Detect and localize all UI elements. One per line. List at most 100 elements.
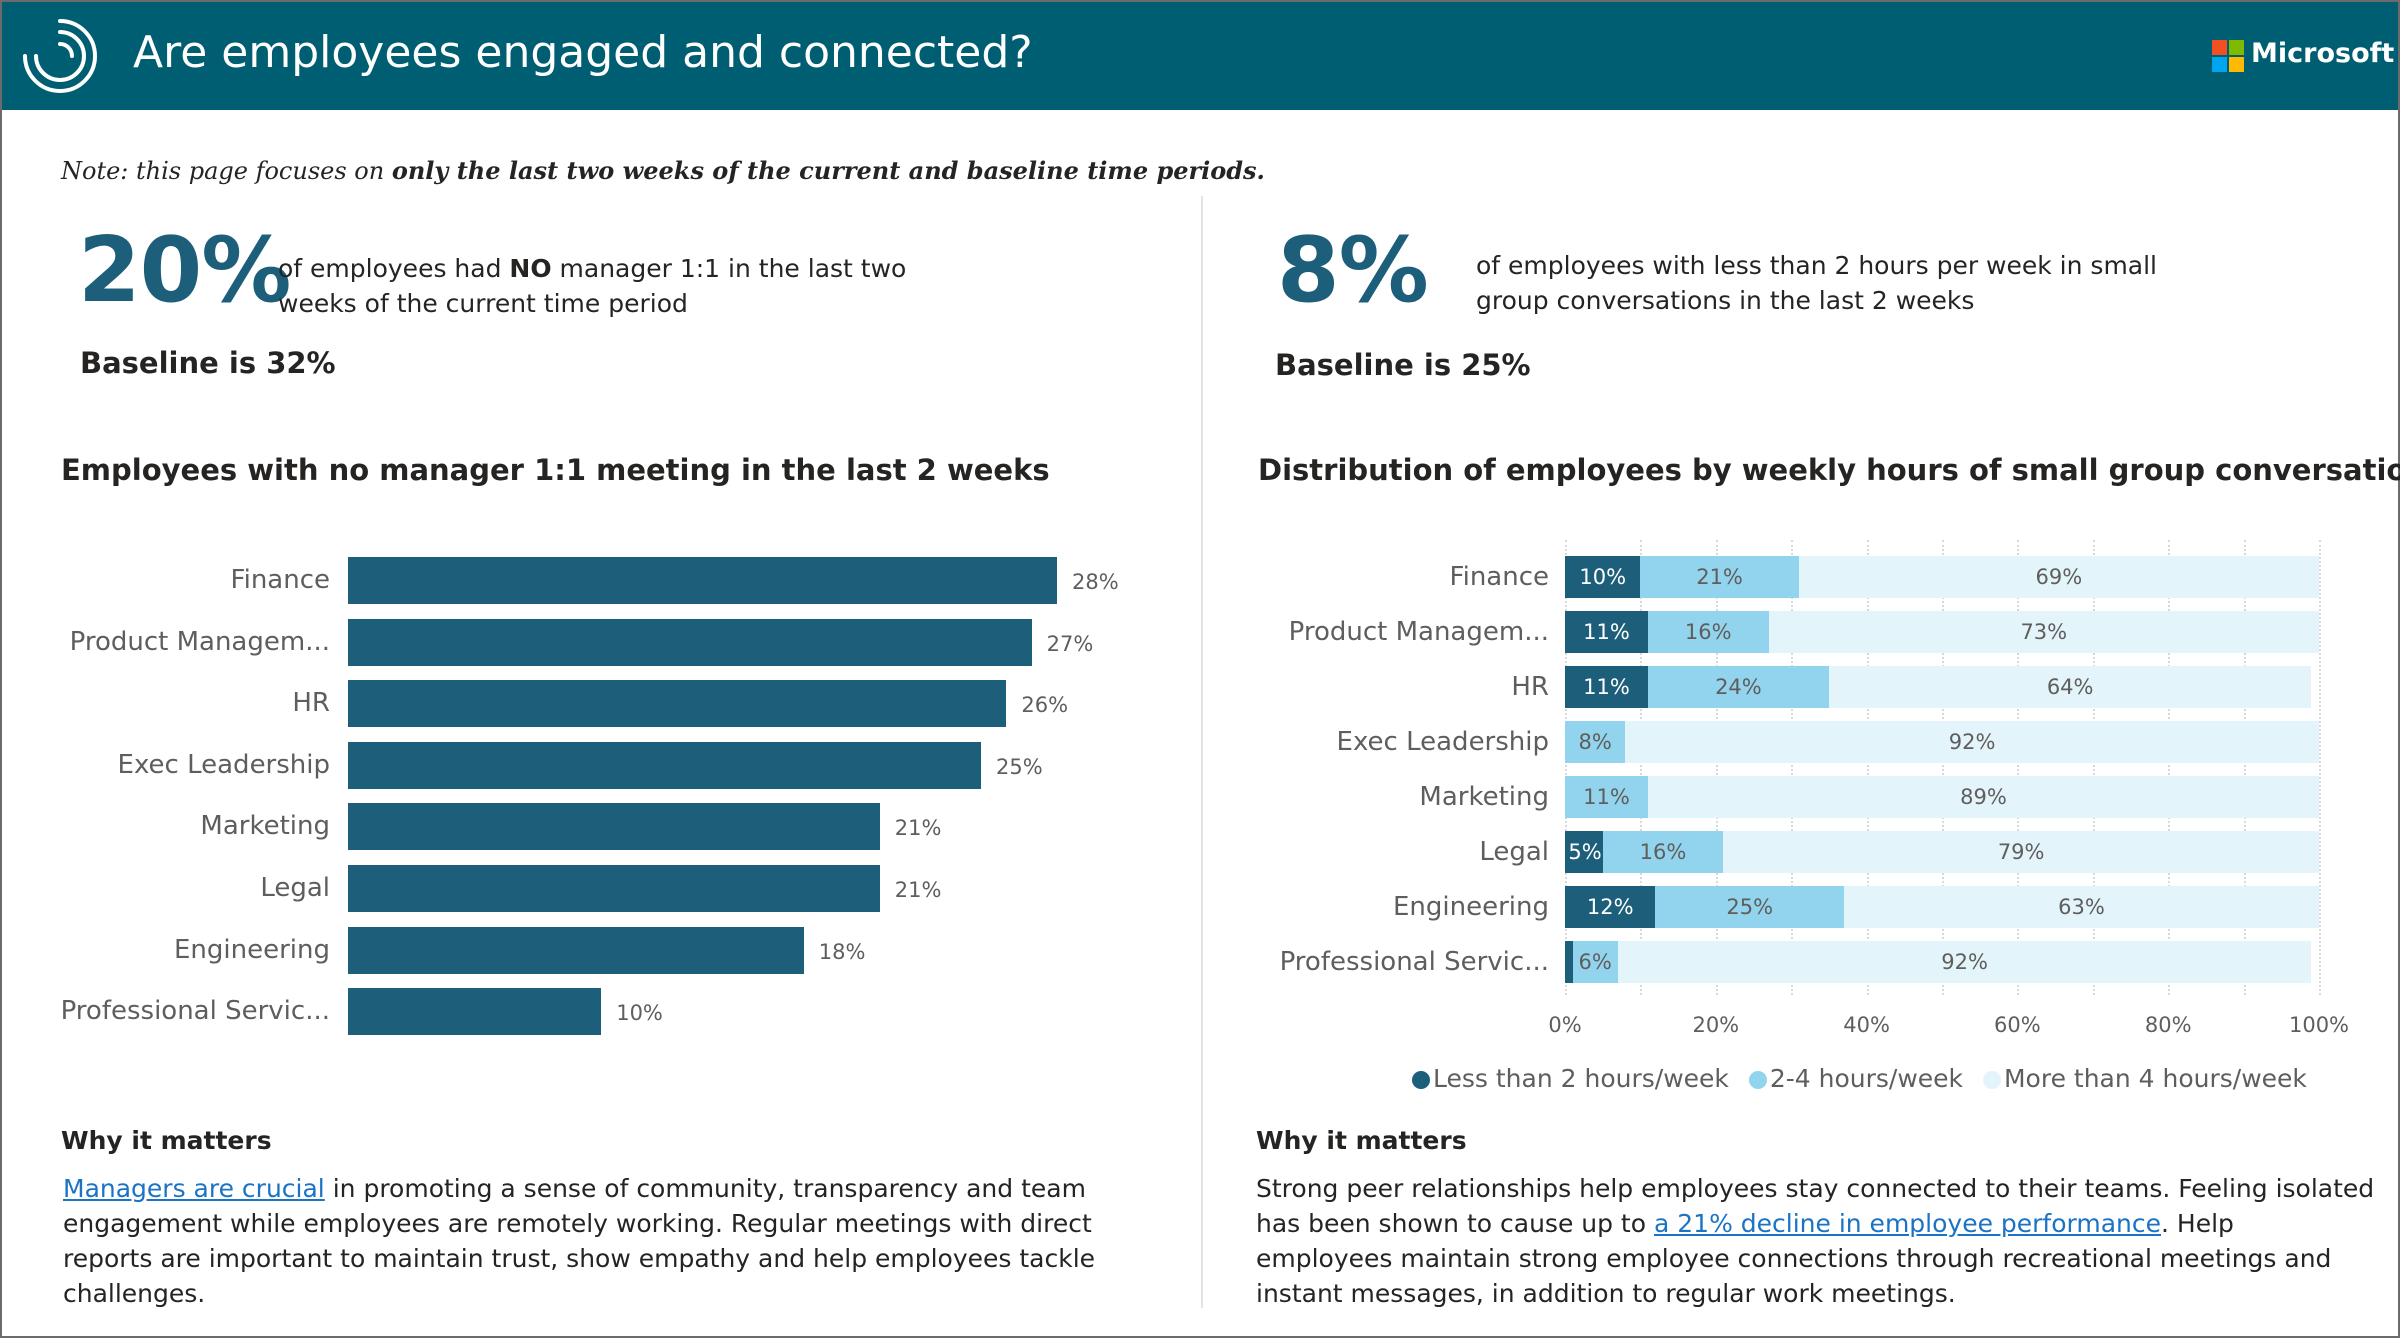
category-label: Legal	[1479, 837, 1549, 867]
x-tick-label: 0%	[1548, 1013, 1582, 1037]
category-label: HR	[292, 688, 330, 719]
why-text-right-1: Strong peer relationships help employees…	[1256, 1174, 2375, 1238]
x-tick-label: 100%	[2288, 1013, 2350, 1037]
bar-segment[interactable]	[1843, 886, 2319, 928]
bar-value-label: 25%	[996, 754, 1043, 779]
category-label: Legal	[260, 873, 330, 903]
bar-value-label: 26%	[1021, 693, 1069, 718]
bar-segment[interactable]	[1768, 611, 2319, 653]
bar-segment[interactable]	[1647, 776, 2319, 818]
bar-segment-label: 6%	[1578, 950, 1612, 974]
legend-item[interactable]: Less than 2 hours/week	[1412, 1062, 1729, 1096]
category-label: HR	[1511, 672, 1549, 702]
header-bar: Are employees engaged and connected? Mic…	[2, 2, 2398, 110]
bar[interactable]	[348, 988, 602, 1036]
bar-segment[interactable]	[1565, 941, 1573, 983]
legend-item[interactable]: More than 4 hours/week	[1982, 1062, 2307, 1096]
chart-title-right: Distribution of employees by weekly hour…	[1258, 453, 2400, 487]
bar-segment[interactable]	[1572, 941, 1618, 983]
gridline	[1640, 540, 1643, 995]
bar-segment[interactable]	[1617, 941, 2312, 983]
legend-dot-icon	[1982, 1071, 2001, 1089]
kpi-no-manager-value: 20%	[78, 218, 291, 323]
bar[interactable]	[348, 680, 1007, 728]
bar-segment[interactable]	[1625, 721, 2319, 763]
bar-segment[interactable]	[1828, 666, 2312, 708]
bar-segment-label: 11%	[1583, 675, 1630, 699]
bar[interactable]	[348, 926, 804, 974]
bar-segment-label: 69%	[2035, 565, 2083, 589]
bar-segment[interactable]	[1723, 831, 2319, 873]
legend-label: 2-4 hours/week	[1769, 1064, 1964, 1093]
bar-segment[interactable]	[1647, 611, 1769, 653]
legend-dot-icon	[1412, 1071, 1430, 1089]
bar-segment[interactable]	[1565, 721, 1626, 763]
bar-segment-label: 8%	[1578, 730, 1612, 754]
category-label: Engineering	[174, 934, 330, 965]
why-text-right-2: . Help employees maintain strong employe…	[1256, 1209, 2332, 1308]
x-tick-label: 80%	[2144, 1013, 2192, 1037]
bar-value-label: 27%	[1046, 631, 1094, 656]
gridline	[2168, 540, 2171, 995]
bar-segment-label: 25%	[1726, 895, 1774, 919]
bar-segment-label: 92%	[1941, 950, 1988, 974]
category-label: Product Managem...	[69, 626, 330, 657]
bar-segment-label: 12%	[1586, 895, 1634, 919]
gridline	[2319, 540, 2321, 995]
bar-segment[interactable]	[1640, 556, 1799, 598]
employee-performance-link[interactable]: a 21% decline in employee performance	[1653, 1209, 2162, 1238]
bar[interactable]	[348, 741, 982, 789]
bar-segment[interactable]	[1565, 831, 1603, 873]
bar-segment[interactable]	[1565, 611, 1648, 653]
bar-segment-label: 24%	[1715, 675, 1762, 699]
bar-segment-label: 16%	[1639, 840, 1687, 864]
bar[interactable]	[348, 618, 1032, 666]
legend-dot-icon	[1748, 1071, 1767, 1089]
bar-segment[interactable]	[1565, 556, 1641, 598]
baseline-left: Baseline is 32%	[80, 346, 336, 380]
managers-crucial-link[interactable]: Managers are crucial	[63, 1174, 325, 1203]
bar-segment[interactable]	[1655, 886, 1844, 928]
bar-segment-label: 10%	[1579, 565, 1627, 589]
category-label: Marketing	[200, 811, 330, 842]
category-label: Finance	[1449, 562, 1549, 592]
bar-segment-label: 16%	[1684, 620, 1732, 644]
bar-segment[interactable]	[1565, 886, 1656, 928]
bar-segment-label: 92%	[1948, 730, 1996, 754]
gridline	[2017, 540, 2020, 995]
note-emphasis: only the last two weeks of the current a…	[391, 156, 1265, 185]
x-tick-label: 20%	[1692, 1013, 1740, 1037]
why-text-left: in promoting a sense of community, trans…	[63, 1174, 1096, 1308]
bar[interactable]	[348, 803, 880, 851]
bar-segment-label: 21%	[1696, 565, 1743, 589]
bar-value-label: 21%	[894, 816, 942, 841]
gridline	[1565, 540, 1567, 995]
legend-item[interactable]: 2-4 hours/week	[1748, 1062, 1964, 1096]
category-label: Finance	[230, 565, 330, 595]
why-heading-left: Why it matters	[61, 1126, 272, 1155]
x-tick-label: 60%	[1994, 1013, 2041, 1037]
bar-segment[interactable]	[1565, 666, 1648, 708]
x-tick-label: 40%	[1843, 1013, 1890, 1037]
bar-segment[interactable]	[1602, 831, 1724, 873]
gridline	[1791, 540, 1794, 995]
bar-segment[interactable]	[1798, 556, 2319, 598]
legend-label: More than 4 hours/week	[2003, 1064, 2307, 1093]
bar-segment[interactable]	[1565, 776, 1648, 818]
bar[interactable]	[348, 557, 1057, 604]
bar-value-label: 28%	[1072, 570, 1119, 594]
gridline	[1942, 540, 1944, 995]
page-title: Are employees engaged and connected?	[133, 27, 1033, 78]
bar-segment-label: 63%	[2058, 895, 2105, 919]
category-label: Professional Servic...	[1279, 947, 1549, 977]
category-label: Professional Servic...	[60, 996, 330, 1027]
microsoft-logo-icon	[2212, 40, 2244, 72]
kpi-no-manager-description: of employees had NO manager 1:1 in the l…	[278, 251, 968, 321]
why-heading-right: Why it matters	[1256, 1126, 1467, 1155]
category-label: Product Managem...	[1288, 617, 1549, 647]
bar-segment[interactable]	[1647, 666, 1829, 708]
category-label: Exec Leadership	[117, 749, 330, 780]
bar[interactable]	[348, 865, 880, 912]
baseline-right: Baseline is 25%	[1275, 348, 1531, 382]
